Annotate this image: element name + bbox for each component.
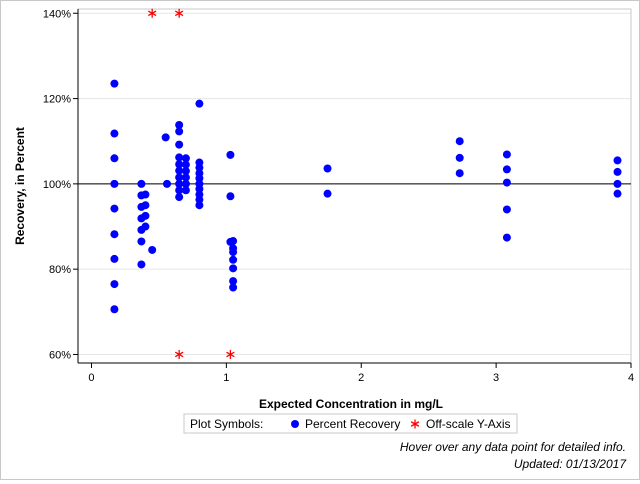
x-tick-label: 1 xyxy=(223,372,229,384)
data-point[interactable] xyxy=(110,79,119,88)
data-point[interactable] xyxy=(323,164,332,173)
data-point[interactable] xyxy=(455,169,464,178)
data-point[interactable] xyxy=(110,230,119,239)
off-scale-point[interactable] xyxy=(174,349,184,359)
updated-date: Updated: 01/13/2017 xyxy=(514,457,627,471)
data-point[interactable] xyxy=(175,186,184,195)
data-point[interactable] xyxy=(110,254,119,263)
data-point[interactable] xyxy=(163,179,172,188)
data-point[interactable] xyxy=(502,178,511,187)
off-scale-point[interactable] xyxy=(226,349,235,359)
data-point[interactable] xyxy=(110,154,119,163)
data-point[interactable] xyxy=(195,195,204,204)
legend-marker-percent-recovery xyxy=(291,420,299,428)
data-point[interactable] xyxy=(181,179,190,188)
data-point[interactable] xyxy=(141,211,150,220)
data-point[interactable] xyxy=(229,277,238,286)
tick-labels: 60% 80% 100% 120% 140% 0 1 2 3 4 xyxy=(43,8,634,384)
x-tick-label: 0 xyxy=(88,372,94,384)
data-point[interactable] xyxy=(195,163,204,172)
data-points xyxy=(110,8,622,359)
data-point[interactable] xyxy=(229,264,238,273)
data-point[interactable] xyxy=(229,255,238,264)
data-point[interactable] xyxy=(141,222,150,231)
plot-area xyxy=(77,8,632,364)
data-point[interactable] xyxy=(613,167,622,176)
legend-entry-percent-recovery: Percent Recovery xyxy=(305,417,400,431)
data-point[interactable] xyxy=(175,166,184,175)
data-point[interactable] xyxy=(502,165,511,174)
data-point[interactable] xyxy=(613,156,622,165)
axes xyxy=(73,9,632,368)
data-point[interactable] xyxy=(195,201,204,210)
data-point[interactable] xyxy=(229,248,238,257)
off-scale-point[interactable] xyxy=(174,8,184,18)
data-point[interactable] xyxy=(175,160,184,169)
x-tick-label: 3 xyxy=(493,372,499,384)
data-point[interactable] xyxy=(110,305,119,314)
legend-entry-off-scale: Off-scale Y-Axis xyxy=(426,417,510,431)
x-tick-label: 4 xyxy=(628,372,634,384)
data-point[interactable] xyxy=(226,192,235,201)
data-point[interactable] xyxy=(110,204,119,213)
off-scale-point[interactable] xyxy=(147,8,157,18)
data-point[interactable] xyxy=(181,154,190,163)
legend-star-glyph xyxy=(410,419,420,429)
data-point[interactable] xyxy=(141,190,150,199)
x-tick-label: 2 xyxy=(358,372,364,384)
data-point[interactable] xyxy=(110,129,119,138)
data-point[interactable] xyxy=(175,153,184,162)
data-point[interactable] xyxy=(175,173,184,182)
data-point[interactable] xyxy=(137,237,146,246)
data-point[interactable] xyxy=(175,193,184,202)
data-point[interactable] xyxy=(148,245,157,254)
y-tick-label: 80% xyxy=(49,264,71,276)
data-point[interactable] xyxy=(110,179,119,188)
data-point[interactable] xyxy=(195,184,204,193)
data-point[interactable] xyxy=(195,99,204,108)
hover-hint: Hover over any data point for detailed i… xyxy=(400,440,626,454)
legend-marker-off-scale xyxy=(410,419,420,429)
data-point[interactable] xyxy=(137,260,146,269)
data-point[interactable] xyxy=(502,205,511,214)
data-point[interactable] xyxy=(137,179,146,188)
data-point[interactable] xyxy=(175,140,184,149)
data-point[interactable] xyxy=(226,150,235,159)
data-point[interactable] xyxy=(613,179,622,188)
data-point[interactable] xyxy=(181,186,190,195)
data-point[interactable] xyxy=(613,189,622,198)
data-point[interactable] xyxy=(455,137,464,146)
data-point[interactable] xyxy=(110,280,119,289)
data-point[interactable] xyxy=(181,160,190,169)
legend-title: Plot Symbols: xyxy=(190,417,263,431)
y-axis-title: Recovery, in Percent xyxy=(13,127,27,245)
data-point[interactable] xyxy=(323,189,332,198)
data-point[interactable] xyxy=(502,150,511,159)
data-point[interactable] xyxy=(175,179,184,188)
data-point[interactable] xyxy=(229,237,238,246)
y-tick-label: 100% xyxy=(43,179,71,191)
x-axis-title: Expected Concentration in mg/L xyxy=(259,397,443,411)
data-point[interactable] xyxy=(455,153,464,162)
data-point[interactable] xyxy=(502,233,511,242)
data-point[interactable] xyxy=(181,167,190,176)
data-point[interactable] xyxy=(229,283,238,292)
data-point[interactable] xyxy=(195,174,204,183)
data-point[interactable] xyxy=(175,121,184,130)
y-tick-label: 120% xyxy=(43,94,71,106)
y-tick-label: 60% xyxy=(49,349,71,361)
y-tick-label: 140% xyxy=(43,8,71,20)
data-point[interactable] xyxy=(175,127,184,136)
data-point[interactable] xyxy=(161,133,170,142)
legend-box xyxy=(183,413,518,434)
legend: Plot Symbols: Percent Recovery Off-scale… xyxy=(183,413,518,434)
data-point[interactable] xyxy=(181,173,190,182)
data-point[interactable] xyxy=(141,201,150,210)
